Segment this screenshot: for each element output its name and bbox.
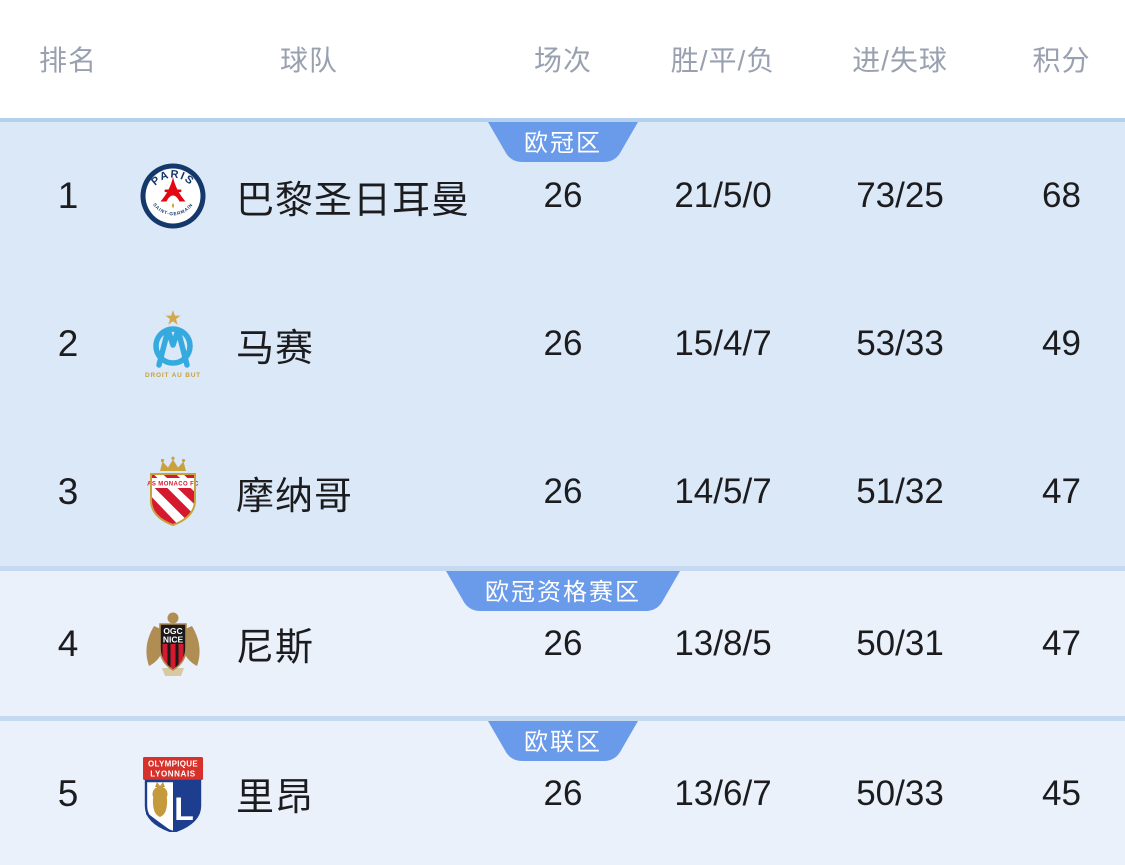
zone-badge-champions-league: 欧冠区 [487, 122, 638, 162]
crown-icon [160, 459, 186, 471]
nice-wordmark-line2: NICE [163, 634, 184, 644]
lyon-wordmark-line1: OLYMPIQUE [148, 759, 198, 768]
goals-cell: 53/33 [856, 324, 944, 363]
points-cell: 49 [1042, 324, 1081, 363]
om-letter-o [153, 326, 193, 366]
zone-badge-label: 欧联区 [524, 729, 602, 756]
monaco-wordmark: AS MONACO FC [147, 482, 199, 488]
crest-banner [162, 667, 184, 676]
lyon-letter-l: L [174, 791, 194, 827]
table-row[interactable]: 1 PARIS SAINT-GERMA [0, 122, 1125, 270]
col-header-team: 球队 [279, 45, 338, 76]
points-cell: 47 [1042, 623, 1081, 663]
goals-cell: 50/33 [856, 773, 944, 813]
zone-badge-ribbon-icon: 欧冠资格赛区 [445, 571, 680, 611]
col-header-rank: 排名 [38, 45, 97, 76]
wdl-cell: 21/5/0 [674, 176, 772, 215]
nice-wordmark-line1: OGC [163, 626, 182, 636]
svg-text:PARIS: PARIS [149, 168, 197, 188]
col-header-wdl: 胜/平/负 [670, 45, 776, 76]
rank-cell: 1 [57, 175, 79, 216]
wdl-cell: 14/5/7 [674, 472, 772, 511]
col-header-points: 积分 [1032, 45, 1091, 76]
rank-cell: 2 [57, 323, 79, 364]
goals-cell: 73/25 [856, 176, 944, 215]
rank-cell: 3 [57, 471, 79, 512]
team-name: 尼斯 [236, 627, 315, 669]
goals-cell: 50/31 [856, 623, 944, 663]
zone-badge-cl-qualification: 欧冠资格赛区 [445, 571, 680, 611]
zone-europa-league: 欧联区 5 OLYMPIQUE LYONNAIS L [0, 716, 1125, 865]
points-cell: 45 [1042, 773, 1081, 813]
team-cell: OGC NICE 尼斯 [136, 606, 482, 682]
team-cell: OLYMPIQUE LYONNAIS L 里昂 [136, 756, 482, 832]
played-cell: 26 [543, 176, 583, 215]
nice-crest-icon: OGC NICE [140, 606, 206, 682]
goals-cell: 51/32 [856, 472, 944, 511]
team-cell: DROIT AU BUT 马赛 [136, 306, 482, 382]
table-header: 排名 球队 场次 胜/平/负 进/失球 积分 [0, 0, 1125, 118]
wdl-cell: 13/8/5 [674, 623, 772, 663]
wdl-cell: 13/6/7 [674, 773, 772, 813]
zone-badge-ribbon-icon: 欧联区 [487, 721, 638, 761]
eagle-right-wing [183, 625, 200, 666]
played-cell: 26 [543, 623, 583, 663]
lyon-wordmark-line2: LYONNAIS [150, 769, 195, 778]
zone-badge-label: 欧冠资格赛区 [485, 579, 641, 606]
table-row[interactable]: 3 [0, 418, 1125, 566]
team-name: 摩纳哥 [236, 475, 354, 518]
zone-badge-label: 欧冠区 [524, 130, 602, 157]
lion-icon [152, 786, 168, 801]
team-cell: AS MONACO FC 摩纳哥 [136, 454, 482, 530]
zone-badge-europa-league: 欧联区 [487, 721, 638, 761]
psg-crest-icon: PARIS SAINT-GERMAIN [140, 158, 206, 234]
col-header-goals: 进/失球 [852, 45, 948, 76]
table-row[interactable]: 4 OGC NI [0, 571, 1125, 716]
lyon-banner [143, 756, 203, 780]
points-cell: 68 [1042, 176, 1081, 215]
eagle-head [167, 612, 179, 623]
played-cell: 26 [543, 472, 583, 511]
col-header-played: 场次 [533, 45, 592, 76]
fleur-de-lis-icon [171, 203, 175, 208]
team-cell: PARIS SAINT-GERMAIN 巴黎圣日耳曼 [136, 158, 482, 234]
team-name: 巴黎圣日耳曼 [236, 179, 471, 222]
zone-badge-ribbon-icon: 欧冠区 [487, 122, 638, 162]
eagle-left-wing [146, 625, 163, 666]
team-name: 马赛 [236, 327, 315, 370]
psg-wordmark: PARIS [149, 168, 195, 188]
wdl-cell: 15/4/7 [674, 324, 772, 363]
marseille-crest-icon: DROIT AU BUT [140, 306, 206, 382]
monaco-crest-icon: AS MONACO FC [140, 454, 206, 530]
table-row[interactable]: 5 OLYMPIQUE LYONNAIS L 里昂 26 [0, 721, 1125, 865]
table-row[interactable]: 2 DROIT AU BUT 马赛 26 15/4/7 53/33 49 [0, 270, 1125, 418]
marseille-motto: DROIT AU BUT [145, 372, 201, 379]
played-cell: 26 [543, 773, 583, 813]
rank-cell: 5 [57, 772, 79, 814]
team-name: 里昂 [236, 777, 315, 819]
zone-cl-qualification: 欧冠资格赛区 4 [0, 566, 1125, 716]
played-cell: 26 [543, 324, 583, 363]
points-cell: 47 [1042, 472, 1081, 511]
star-icon [165, 310, 181, 325]
zone-champions-league: 欧冠区 1 PARIS [0, 118, 1125, 566]
eiffel-tower-icon [160, 177, 186, 202]
rank-cell: 4 [57, 622, 79, 664]
lyon-crest-icon: OLYMPIQUE LYONNAIS L [140, 756, 206, 832]
om-letter-m [156, 327, 190, 368]
